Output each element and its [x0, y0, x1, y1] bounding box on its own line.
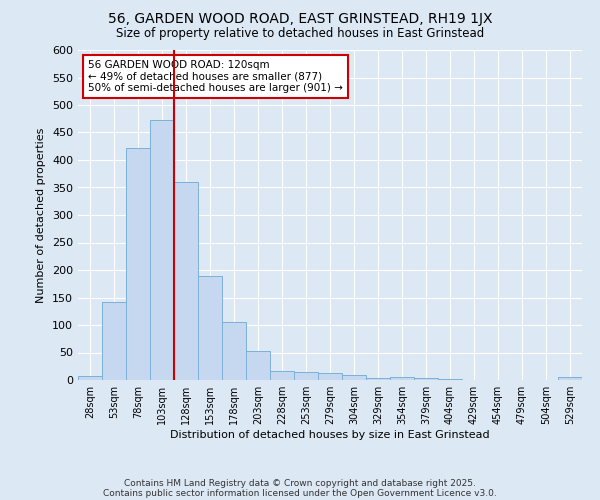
Bar: [366, 378, 390, 380]
Bar: [246, 351, 270, 380]
Bar: [150, 120, 174, 380]
Bar: [390, 377, 414, 380]
Bar: [414, 378, 438, 380]
Text: Contains HM Land Registry data © Crown copyright and database right 2025.: Contains HM Land Registry data © Crown c…: [124, 478, 476, 488]
Bar: [342, 375, 366, 380]
Bar: [102, 302, 126, 380]
Text: Size of property relative to detached houses in East Grinstead: Size of property relative to detached ho…: [116, 28, 484, 40]
Bar: [270, 370, 294, 380]
Bar: [294, 372, 318, 380]
Text: 56 GARDEN WOOD ROAD: 120sqm
← 49% of detached houses are smaller (877)
50% of se: 56 GARDEN WOOD ROAD: 120sqm ← 49% of det…: [88, 60, 343, 93]
Bar: [126, 148, 150, 380]
Text: 56, GARDEN WOOD ROAD, EAST GRINSTEAD, RH19 1JX: 56, GARDEN WOOD ROAD, EAST GRINSTEAD, RH…: [108, 12, 492, 26]
X-axis label: Distribution of detached houses by size in East Grinstead: Distribution of detached houses by size …: [170, 430, 490, 440]
Text: Contains public sector information licensed under the Open Government Licence v3: Contains public sector information licen…: [103, 488, 497, 498]
Bar: [174, 182, 198, 380]
Bar: [222, 322, 246, 380]
Bar: [78, 376, 102, 380]
Bar: [558, 377, 582, 380]
Bar: [318, 373, 342, 380]
Y-axis label: Number of detached properties: Number of detached properties: [37, 128, 46, 302]
Bar: [198, 276, 222, 380]
